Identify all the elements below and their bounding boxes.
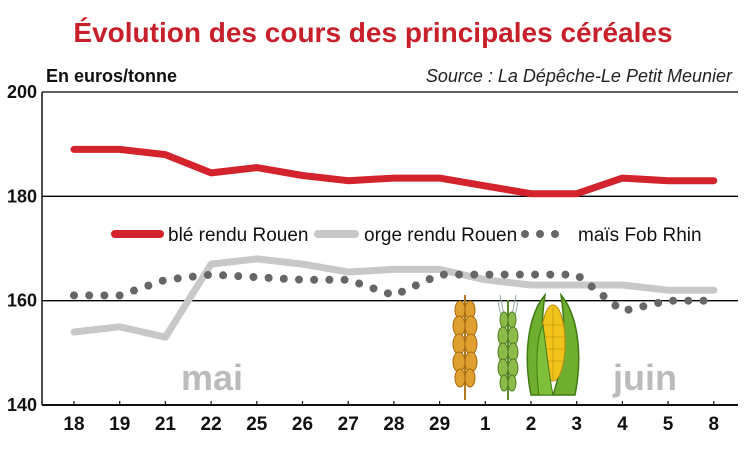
series-line-ble [70, 145, 718, 198]
x-tick-label: 3 [571, 414, 582, 435]
x-tick-label: 22 [201, 414, 222, 435]
source-label: Source : La Dépêche-Le Petit Meunier [426, 66, 733, 86]
month-label: mai [181, 357, 243, 398]
y-tick-label: 200 [7, 82, 37, 102]
x-tick-label: 27 [338, 414, 359, 435]
wheat-ear-icon [452, 295, 478, 400]
gridlines [42, 91, 738, 302]
x-tick-label: 25 [246, 414, 268, 435]
x-tick-label: 8 [709, 414, 720, 435]
series-line-orge [70, 255, 718, 341]
x-tick-label: 4 [617, 414, 628, 435]
x-tick-label: 19 [109, 414, 130, 435]
barley-ear-icon [497, 294, 519, 400]
legend: blé rendu Rouen orge rendu Rouen maïs Fob … [108, 216, 708, 250]
month-label: juin [612, 357, 677, 398]
legend-label: blé rendu Rouen [168, 225, 309, 246]
legend-label: maïs Fob Rhin [578, 225, 702, 246]
series-line-mais [70, 270, 718, 316]
corn-cob-icon [526, 292, 580, 396]
y-axis: 140 160 180 200 [7, 82, 43, 415]
y-tick-label: 180 [7, 186, 37, 206]
x-tick-label: 28 [383, 414, 404, 435]
unit-label: En euros/tonne [46, 66, 177, 86]
x-tick-label: 2 [526, 414, 537, 435]
x-tick-label: 18 [63, 414, 84, 435]
month-labels: mai juin [181, 357, 677, 398]
legend-label: orge rendu Rouen [364, 225, 517, 246]
series-lines [70, 145, 718, 341]
x-tick-label: 29 [429, 414, 450, 435]
legend-background [108, 216, 708, 250]
y-tick-label: 160 [7, 291, 37, 311]
x-tick-label: 26 [292, 414, 313, 435]
chart-title: Évolution des cours des principales céré… [73, 17, 672, 48]
y-tick-label: 140 [7, 395, 37, 415]
x-tick-label: 1 [480, 414, 491, 435]
x-axis: 18 19 21 22 25 26 27 28 29 1 2 3 4 5 8 [63, 401, 719, 435]
x-tick-label: 21 [155, 414, 177, 435]
x-tick-label: 5 [663, 414, 674, 435]
